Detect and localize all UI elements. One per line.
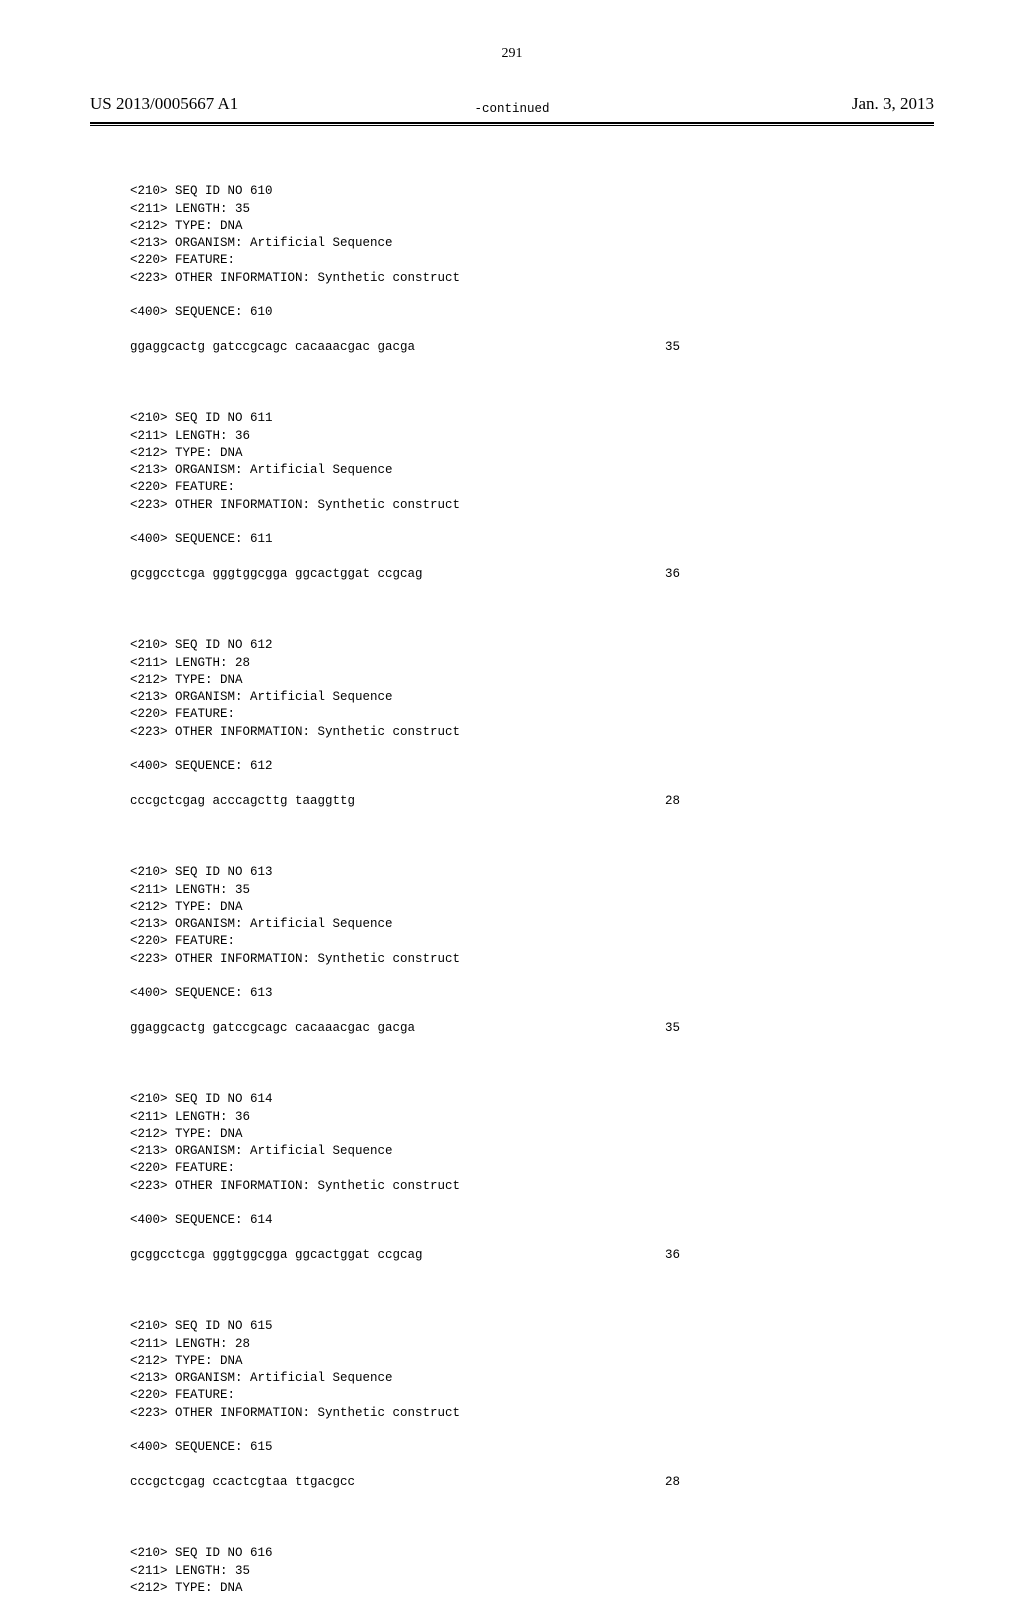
sequence-block: <210> SEQ ID NO 610 <211> LENGTH: 35 <21… — [130, 166, 934, 373]
divider-top — [90, 122, 934, 124]
sequence-row: ggaggcactg gatccgcagc cacaaacgac gacga 35 — [130, 339, 690, 356]
sequence-text: cccgctcgag acccagcttg taaggttg — [130, 793, 355, 810]
sequence-block: <210> SEQ ID NO 614 <211> LENGTH: 36 <21… — [130, 1074, 934, 1281]
page-number: 291 — [0, 46, 1024, 62]
sequence-length-display: 36 — [665, 566, 690, 583]
publication-number: US 2013/0005667 A1 — [90, 94, 238, 114]
sequence-block-trailing: <210> SEQ ID NO 616 <211> LENGTH: 35 <21… — [130, 1528, 934, 1597]
sequence-length-display: 35 — [665, 1020, 690, 1037]
sequence-length-display: 35 — [665, 339, 690, 356]
sequence-row: gcggcctcga gggtggcgga ggcactggat ccgcag 3… — [130, 1247, 690, 1264]
sequence-row: gcggcctcga gggtggcgga ggcactggat ccgcag 3… — [130, 566, 690, 583]
sequence-text: ggaggcactg gatccgcagc cacaaacgac gacga — [130, 1020, 415, 1037]
sequence-row: cccgctcgag acccagcttg taaggttg 28 — [130, 793, 690, 810]
publication-date: Jan. 3, 2013 — [852, 94, 934, 114]
sequence-row: ggaggcactg gatccgcagc cacaaacgac gacga 35 — [130, 1020, 690, 1037]
sequence-block: <210> SEQ ID NO 611 <211> LENGTH: 36 <21… — [130, 393, 934, 600]
sequence-length-display: 36 — [665, 1247, 690, 1264]
page-header: US 2013/0005667 A1 Jan. 3, 2013 — [0, 94, 1024, 114]
sequence-text: ggaggcactg gatccgcagc cacaaacgac gacga — [130, 339, 415, 356]
sequence-block: <210> SEQ ID NO 612 <211> LENGTH: 28 <21… — [130, 620, 934, 827]
sequence-block: <210> SEQ ID NO 615 <211> LENGTH: 28 <21… — [130, 1301, 934, 1508]
sequence-text: gcggcctcga gggtggcgga ggcactggat ccgcag — [130, 1247, 423, 1264]
sequence-length-display: 28 — [665, 1474, 690, 1491]
sequence-length-display: 28 — [665, 793, 690, 810]
sequence-row: cccgctcgag ccactcgtaa ttgacgcc 28 — [130, 1474, 690, 1491]
sequence-block: <210> SEQ ID NO 613 <211> LENGTH: 35 <21… — [130, 847, 934, 1054]
sequence-text: gcggcctcga gggtggcgga ggcactggat ccgcag — [130, 566, 423, 583]
sequence-text: cccgctcgag ccactcgtaa ttgacgcc — [130, 1474, 355, 1491]
sequence-listing: <210> SEQ ID NO 610 <211> LENGTH: 35 <21… — [0, 126, 1024, 1597]
